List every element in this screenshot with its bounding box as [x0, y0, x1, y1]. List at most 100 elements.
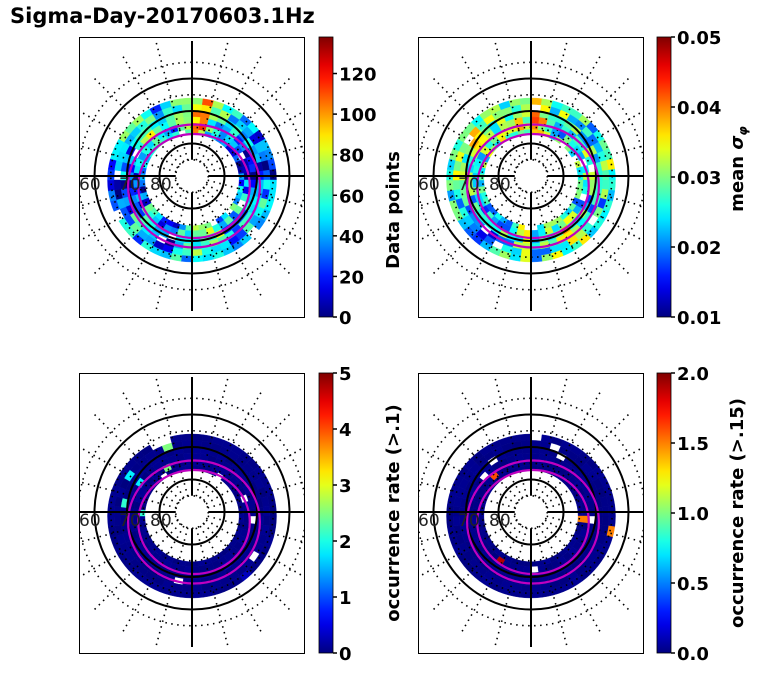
heatmap-cell: [519, 254, 532, 263]
mlt-meridian-dotted: [195, 527, 230, 648]
mlt-meridian-dotted: [431, 76, 521, 166]
mlt-meridian-dotted: [493, 527, 528, 648]
heatmap-cell: [180, 590, 193, 599]
heatmap-cell: [191, 229, 200, 237]
latitude-label-80: 80: [489, 175, 511, 195]
heatmap-cell: [191, 590, 204, 599]
mlt-meridian-dotted: [534, 527, 569, 648]
auroral-oval-boundary: [476, 468, 590, 576]
heatmap-cell: [530, 452, 540, 460]
auroral-oval-boundary: [126, 459, 262, 585]
colorbar-tick-label: 20: [339, 267, 364, 288]
mlt-meridian-dotted: [121, 525, 185, 634]
heatmap-cell: [530, 584, 542, 592]
mlt-meridian-dotted: [121, 54, 185, 163]
axes-frame: [79, 37, 305, 318]
auroral-oval-boundary: [465, 123, 601, 249]
mlt-meridian-dotted: [541, 186, 631, 276]
mlt-meridian-dotted: [544, 519, 643, 578]
latitude-label-70: 70: [458, 511, 480, 531]
heatmap-cell: [229, 202, 238, 211]
latitude-circle-dotted: [513, 158, 549, 194]
colorbar-tick-label: 0: [339, 308, 352, 329]
heatmap-cell: [191, 452, 201, 460]
heatmap-cell: [191, 248, 203, 256]
polar-grid: [79, 376, 304, 648]
latitude-label-60: 60: [418, 175, 440, 195]
axes-frame: [79, 373, 305, 654]
mlt-meridian-dotted: [534, 191, 569, 312]
latitude-label-80: 80: [150, 175, 172, 195]
mlt-meridian-dotted: [460, 189, 524, 298]
mlt-meridian-dotted: [92, 412, 182, 502]
heatmap-cell: [191, 565, 200, 573]
mlt-meridian-dotted: [199, 390, 263, 499]
heatmap-cell: [519, 590, 532, 599]
heatmap-cell: [191, 254, 204, 263]
latitude-label-80: 80: [489, 511, 511, 531]
colorbar-gradient: [656, 36, 672, 318]
latitude-label-80: 80: [150, 511, 172, 531]
mlt-meridian-dotted: [121, 189, 185, 298]
mlt-meridian-dotted: [418, 109, 518, 169]
mlt-meridian-dotted: [534, 376, 569, 497]
polar-grid: [418, 40, 643, 312]
heatmap-cell: [536, 223, 545, 231]
mlt-meridian-dotted: [460, 525, 524, 634]
heatmap-cell: [446, 179, 454, 191]
colorbar-tick-label: 0.03: [677, 168, 721, 189]
colorbar-tick-label: 0.04: [677, 98, 721, 119]
mlt-meridian-dotted: [92, 186, 182, 276]
colorbar-tick-label: 40: [339, 227, 364, 248]
heatmap-cell: [446, 515, 454, 527]
mlt-meridian-dotted: [154, 40, 189, 161]
mlt-meridian-dotted: [418, 183, 518, 243]
colorbar-label: mean σφ: [727, 126, 750, 212]
polar-grid: [79, 40, 304, 312]
heatmap-cell: [262, 179, 271, 191]
colorbar-tick-label: 80: [339, 146, 364, 167]
mlt-meridian-dotted: [538, 54, 602, 163]
heatmap-cell: [184, 229, 193, 237]
mlt-meridian-dotted: [538, 525, 602, 634]
colorbar-tick-label: 60: [339, 186, 364, 207]
mlt-meridian-dotted: [431, 186, 521, 276]
heatmap-cell: [197, 559, 206, 567]
mlt-meridian-dotted: [79, 183, 179, 243]
auroral-oval-boundary: [465, 459, 601, 585]
heatmap-cell: [523, 561, 532, 567]
mlt-meridian-dotted: [544, 110, 643, 169]
colorbar-tick-label: 2.0: [677, 364, 709, 385]
heatmap-cell: [184, 225, 193, 231]
mlt-meridian-dotted: [199, 525, 263, 634]
latitude-label-60: 60: [79, 175, 101, 195]
mlt-meridian-dotted: [538, 390, 602, 499]
colorbar-3: 0 1 2 3 4 5 occurrence rate (>.1): [318, 364, 404, 665]
figure-title: Sigma-Day-20170603.1Hz: [10, 4, 315, 28]
heatmap-cell: [191, 97, 204, 106]
mlt-meridian-dotted: [92, 522, 182, 612]
mlt-meridian-dotted: [202, 522, 292, 612]
heatmap-cell: [183, 116, 193, 124]
mlt-meridian-dotted: [199, 54, 263, 163]
heatmap-cell: [184, 561, 193, 567]
mlt-meridian-dotted: [199, 189, 263, 298]
mlt-meridian-dotted: [538, 189, 602, 298]
heatmap-cell: [601, 179, 610, 191]
mlt-meridian-dotted: [460, 390, 524, 499]
mlt-meridian-dotted: [418, 445, 518, 505]
heatmap-cell: [262, 515, 271, 527]
mlt-meridian-dotted: [544, 183, 643, 242]
heatmap-cell: [191, 225, 200, 231]
heatmap-cell: [520, 584, 532, 592]
heatmap-cell: [536, 559, 545, 567]
mlt-meridian-dotted: [79, 519, 179, 579]
heatmap-cell: [519, 97, 532, 106]
mlt-meridian-dotted: [431, 522, 521, 612]
colorbar-tick-label: 0.01: [677, 308, 721, 329]
mlt-meridian-dotted: [541, 412, 631, 502]
mlt-meridian-dotted: [205, 446, 304, 505]
colorbar-tick-label: 0.05: [677, 28, 721, 49]
heatmap-cell: [180, 433, 193, 442]
